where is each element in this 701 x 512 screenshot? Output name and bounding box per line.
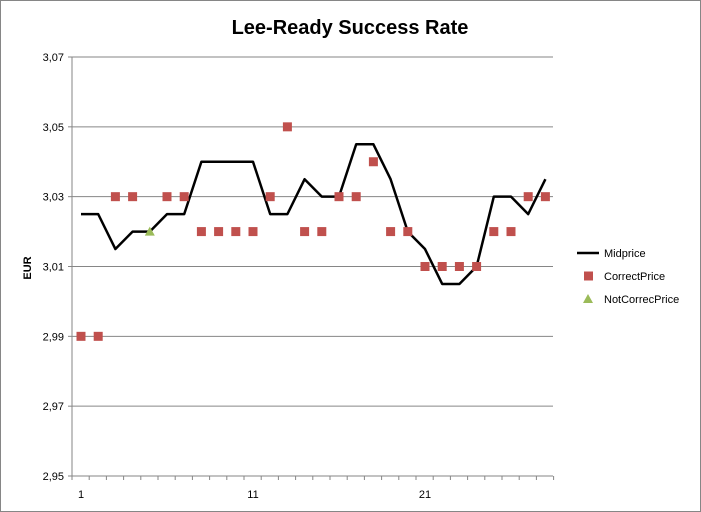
correctprice-point: [351, 192, 361, 202]
correctprice-point: [472, 262, 482, 271]
legend: Midprice CorrectPrice NotCorrecPrice: [577, 248, 679, 306]
correctprice-point: [196, 227, 206, 237]
y-tick-label: 3,07: [43, 52, 64, 64]
axes: [68, 56, 555, 480]
correctprice-point: [489, 227, 499, 237]
correctprice-point: [454, 262, 464, 271]
correctprice-point: [265, 192, 275, 202]
correctprice-point: [110, 192, 120, 202]
y-tick-label: 3,05: [43, 122, 64, 134]
chart-title: Lee-Ready Success Rate: [232, 17, 469, 39]
x-tick-label: 11: [247, 489, 258, 501]
notcorrecprice-point: [144, 226, 155, 236]
correctprice-point: [93, 331, 103, 341]
correctprice-point: [368, 157, 378, 167]
correctprice-point: [506, 227, 516, 237]
y-tick-label: 2,95: [43, 471, 64, 483]
correctprice-point: [76, 331, 86, 341]
correctprice-point: [231, 227, 241, 237]
correctprice-point: [248, 227, 258, 237]
y-axis-ticks: 2,95 2,97 2,99 3,01 3,03 3,05 3,07: [43, 52, 64, 483]
correctprice-point: [214, 227, 224, 237]
correctprice-point: [403, 227, 413, 237]
correctprice-point: [386, 227, 396, 237]
midprice-line: [81, 143, 547, 286]
correctprice-point: [317, 227, 327, 237]
plot-series: [76, 122, 550, 341]
x-tick-label: 21: [419, 489, 431, 501]
correctprice-point: [300, 227, 310, 237]
correctprice-point: [437, 262, 447, 271]
legend-correctprice-swatch: [584, 271, 593, 281]
legend-notcorrecprice-swatch: [583, 294, 593, 303]
correctprice-point: [179, 192, 189, 202]
x-tick-label: 1: [78, 489, 84, 501]
legend-midprice-label: Midprice: [604, 248, 646, 260]
y-tick-label: 2,97: [43, 401, 64, 413]
correctprice-point: [420, 262, 430, 271]
correctprice-point: [334, 192, 344, 202]
correctprice-point: [128, 192, 138, 202]
y-axis-label: EUR: [22, 256, 34, 279]
y-tick-label: 3,01: [43, 262, 64, 274]
legend-notcorrecprice-label: NotCorrecPrice: [604, 294, 679, 306]
x-axis-ticks: 1 11 21: [78, 489, 431, 501]
correctprice-point: [162, 192, 172, 202]
correctprice-point: [540, 192, 550, 202]
y-tick-label: 2,99: [43, 331, 64, 343]
legend-correctprice-label: CorrectPrice: [604, 271, 665, 283]
y-tick-label: 3,03: [43, 192, 64, 204]
correctprice-point: [282, 122, 292, 132]
correctprice-point: [523, 192, 533, 202]
